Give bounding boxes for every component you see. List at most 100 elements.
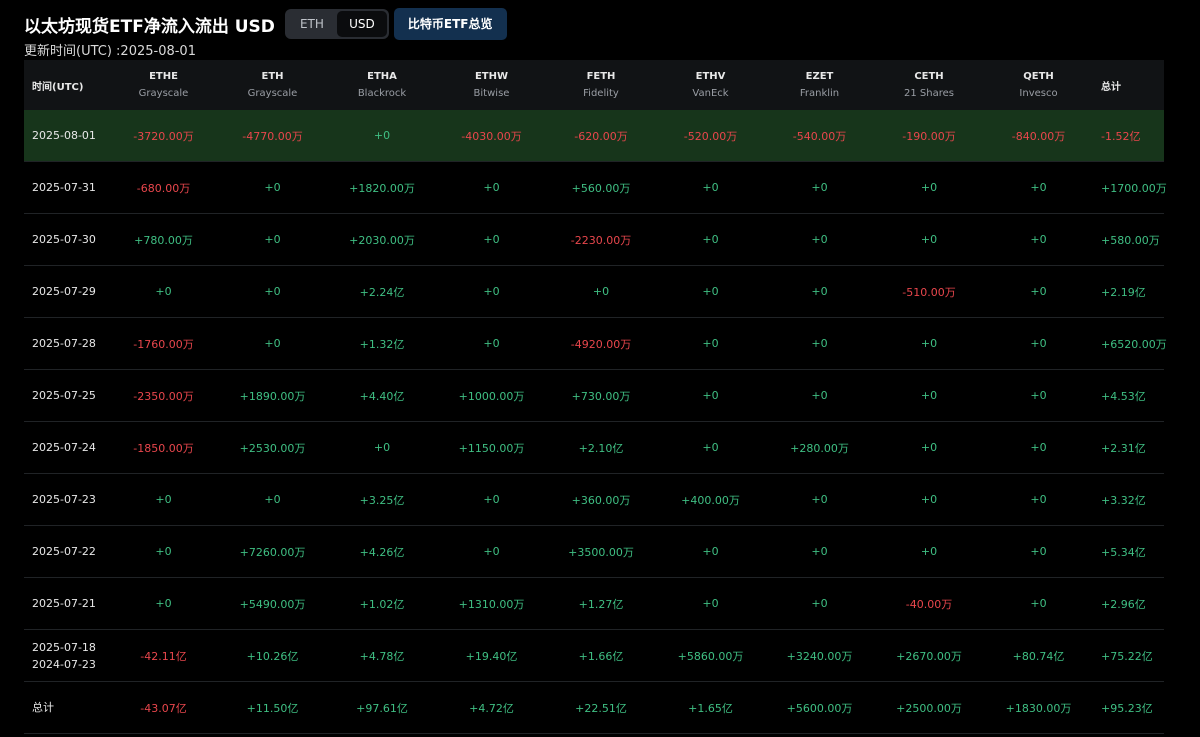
row-date: 2025-07-30 <box>24 213 109 266</box>
flow-cell: +1890.00万 <box>218 369 327 422</box>
flow-cell: +4.72亿 <box>437 681 546 734</box>
flow-cell: +0 <box>984 161 1093 214</box>
column-header-ethv: ETHV VanEck <box>656 60 765 110</box>
flow-cell: +80.74亿 <box>984 629 1093 682</box>
row-date-label: 2025-07-30 <box>32 233 96 246</box>
table-row[interactable]: 2025-07-24 -1850.00万 +2530.00万 +0 +1150.00万 +… <box>24 421 1164 474</box>
flow-cell: +400.00万 <box>656 473 765 526</box>
row-date-label: 2025-07-21 <box>32 597 96 610</box>
column-code: ETHA <box>367 71 397 82</box>
flow-cell: +1150.00万 <box>437 421 546 474</box>
row-total-cell: +2.19亿 <box>1093 265 1164 318</box>
flow-cell: +5490.00万 <box>218 577 327 630</box>
row-total-cell: +95.23亿 <box>1093 681 1164 734</box>
flow-cell: +0 <box>656 161 765 214</box>
flow-cell: -4920.00万 <box>546 317 656 370</box>
flow-cell: +0 <box>109 577 218 630</box>
flow-cell: +0 <box>765 473 874 526</box>
flow-cell: +0 <box>656 265 765 318</box>
row-total-cell: +6520.00万 <box>1093 317 1167 370</box>
table-row[interactable]: 2025-07-21 +0 +5490.00万 +1.02亿 +1310.00万 +1.2… <box>24 577 1164 630</box>
column-issuer: Bitwise <box>473 88 510 99</box>
column-header-feth: FETH Fidelity <box>546 60 656 110</box>
flow-cell: +4.26亿 <box>327 525 437 578</box>
flow-cell: +0 <box>874 213 984 266</box>
bitcoin-etf-overview-button[interactable]: 比特币ETF总览 <box>393 8 507 40</box>
flow-cell: +3.25亿 <box>327 473 437 526</box>
flow-cell: -43.07亿 <box>109 681 218 734</box>
table-row[interactable]: 2025-07-18 2024-07-23 -42.11亿 +10.26亿 +4.78亿… <box>24 629 1164 682</box>
row-date-label: 总计 <box>32 701 54 714</box>
flow-cell: -40.00万 <box>874 577 984 630</box>
flow-cell: -4770.00万 <box>218 110 327 162</box>
flow-cell: +2500.00万 <box>874 681 984 734</box>
flow-cell: +0 <box>765 213 874 266</box>
flow-cell: +0 <box>765 161 874 214</box>
row-total-cell: +2.31亿 <box>1093 421 1164 474</box>
flow-cell: +0 <box>656 421 765 474</box>
flow-cell: +0 <box>874 369 984 422</box>
table-row[interactable]: 2025-07-30 +780.00万 +0 +2030.00万 +0 -2230.00万… <box>24 213 1164 266</box>
column-header-ceth: CETH 21 Shares <box>874 60 984 110</box>
row-total-cell: +2.96亿 <box>1093 577 1164 630</box>
table-row[interactable]: 2025-08-01 -3720.00万 -4770.00万 +0 -4030.00万 -… <box>24 110 1164 162</box>
unit-toggle: ETH USD <box>284 9 389 39</box>
flow-cell: +1310.00万 <box>437 577 546 630</box>
flow-cell: -2230.00万 <box>546 213 656 266</box>
table-row[interactable]: 2025-07-23 +0 +0 +3.25亿 +0 +360.00万 +400.00万 +0… <box>24 473 1164 526</box>
column-code: EZET <box>805 71 834 82</box>
column-issuer: Grayscale <box>247 88 298 99</box>
flow-cell: +0 <box>437 265 546 318</box>
flow-cell: +1.66亿 <box>546 629 656 682</box>
table-body: 2025-08-01 -3720.00万 -4770.00万 +0 -4030.00万 -… <box>24 110 1167 734</box>
flow-cell: +0 <box>984 213 1093 266</box>
flow-cell: +0 <box>327 110 437 162</box>
table-row[interactable]: 2025-07-22 +0 +7260.00万 +4.26亿 +0 +3500.00万 +0… <box>24 525 1164 578</box>
flow-cell: +0 <box>437 161 546 214</box>
flow-cell: +5860.00万 <box>656 629 765 682</box>
table-row[interactable]: 总计 -43.07亿 +11.50亿 +97.61亿 +4.72亿 +22.51亿 +1.6… <box>24 681 1164 734</box>
flow-cell: +0 <box>765 525 874 578</box>
column-issuer: Franklin <box>799 88 840 99</box>
table-row[interactable]: 2025-07-25 -2350.00万 +1890.00万 +4.40亿 +1000.… <box>24 369 1164 422</box>
flow-cell: +10.26亿 <box>218 629 327 682</box>
flow-cell: +1.27亿 <box>546 577 656 630</box>
row-date: 总计 <box>24 681 109 734</box>
flow-cell: +1.65亿 <box>656 681 765 734</box>
update-time: 更新时间(UTC) :2025-08-01 <box>24 44 196 59</box>
column-header-ezet: EZET Franklin <box>765 60 874 110</box>
column-issuer: Invesco <box>1019 88 1058 99</box>
row-date-label: 2025-07-29 <box>32 285 96 298</box>
flow-cell: +0 <box>218 161 327 214</box>
flow-cell: +1.32亿 <box>327 317 437 370</box>
column-code: ETH <box>261 71 284 82</box>
flow-cell: +4.40亿 <box>327 369 437 422</box>
flow-cell: +0 <box>984 473 1093 526</box>
flow-cell: +360.00万 <box>546 473 656 526</box>
flow-cell: +0 <box>327 421 437 474</box>
flow-cell: +0 <box>218 265 327 318</box>
row-date: 2025-07-24 <box>24 421 109 474</box>
flow-cell: +4.78亿 <box>327 629 437 682</box>
toggle-usd-button[interactable]: USD <box>336 11 387 37</box>
flow-cell: +2670.00万 <box>874 629 984 682</box>
column-issuer: Fidelity <box>583 88 619 99</box>
table-header-row: 时间(UTC) ETHE Grayscale ETH Grayscale ETHA Bla… <box>24 60 1164 110</box>
row-date: 2025-07-22 <box>24 525 109 578</box>
flow-cell: +780.00万 <box>109 213 218 266</box>
flow-cell: +0 <box>984 317 1093 370</box>
flow-cell: +0 <box>546 265 656 318</box>
flow-cell: +0 <box>874 473 984 526</box>
table-row[interactable]: 2025-07-31 -680.00万 +0 +1820.00万 +0 +560.00万 +… <box>24 161 1167 214</box>
table-row[interactable]: 2025-07-29 +0 +0 +2.24亿 +0 +0 +0 +0 -510.00万 +0 +2… <box>24 265 1164 318</box>
column-issuer: 21 Shares <box>904 88 954 99</box>
flow-cell: -3720.00万 <box>109 110 218 162</box>
flow-cell: +0 <box>765 265 874 318</box>
flow-cell: -520.00万 <box>656 110 765 162</box>
toggle-eth-button[interactable]: ETH <box>299 17 324 31</box>
table-row[interactable]: 2025-07-28 -1760.00万 +0 +1.32亿 +0 -4920.00万 +0… <box>24 317 1167 370</box>
row-date: 2025-08-01 <box>24 110 109 162</box>
flow-cell: +2030.00万 <box>327 213 437 266</box>
flow-cell: +280.00万 <box>765 421 874 474</box>
row-total-cell: +580.00万 <box>1093 213 1164 266</box>
